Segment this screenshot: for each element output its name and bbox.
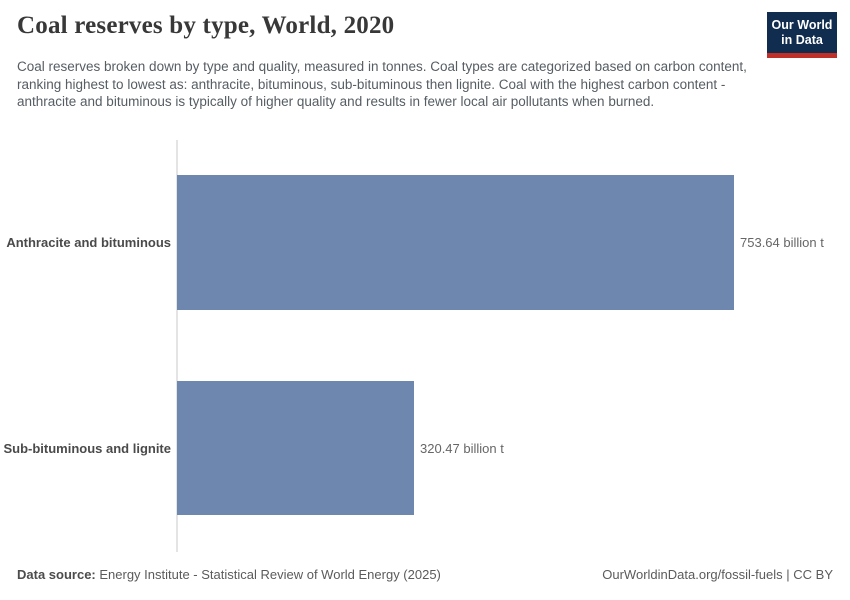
y-axis-line bbox=[176, 140, 178, 552]
bar-value-subbituminous: 320.47 billion t bbox=[420, 441, 504, 456]
owid-logo[interactable]: Our World in Data bbox=[767, 12, 837, 58]
data-source-text[interactable]: Energy Institute - Statistical Review of… bbox=[95, 567, 441, 582]
license-link[interactable]: CC BY bbox=[793, 567, 833, 582]
footer: Data source: Energy Institute - Statisti… bbox=[17, 567, 833, 582]
data-source-label: Data source: bbox=[17, 567, 96, 582]
bar-subbituminous[interactable] bbox=[177, 381, 414, 515]
owid-logo-line2: in Data bbox=[781, 33, 823, 47]
owid-logo-line1: Our World bbox=[771, 18, 833, 32]
page-title: Coal reserves by type, World, 2020 bbox=[17, 12, 395, 39]
chart-subtitle: Coal reserves broken down by type and qu… bbox=[17, 59, 747, 109]
bar-value-anthracite: 753.64 billion t bbox=[740, 235, 824, 250]
bar-label-anthracite: Anthracite and bituminous bbox=[6, 235, 171, 250]
data-source: Data source: Energy Institute - Statisti… bbox=[17, 567, 441, 582]
footer-links: OurWorldinData.org/fossil-fuels | CC BY bbox=[602, 567, 833, 582]
footer-separator: | bbox=[782, 567, 794, 582]
owid-url-link[interactable]: OurWorldinData.org/fossil-fuels bbox=[602, 567, 783, 582]
bar-anthracite[interactable] bbox=[177, 175, 734, 310]
bar-label-subbituminous: Sub-bituminous and lignite bbox=[3, 441, 171, 456]
